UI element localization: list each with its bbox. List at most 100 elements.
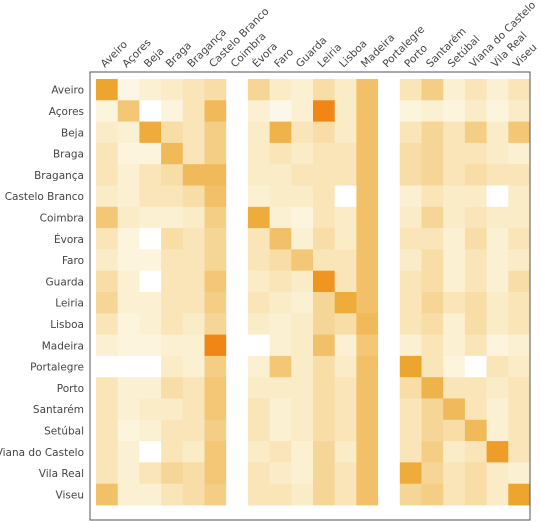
heatmap-cell: [378, 185, 401, 208]
heatmap-cell: [291, 249, 314, 272]
heatmap-cell: [291, 334, 314, 357]
y-tick-label: Açores: [49, 106, 84, 118]
heatmap-cell: [161, 228, 184, 250]
heatmap-cell: [269, 249, 292, 272]
heatmap-cell: [139, 462, 162, 485]
heatmap-cell: [508, 249, 531, 272]
heatmap-cell: [247, 398, 270, 421]
heatmap-cell: [182, 121, 205, 144]
heatmap-cell: [508, 462, 531, 485]
heatmap-cell: [334, 355, 357, 378]
heatmap-cell: [204, 185, 227, 208]
heatmap-cell: [161, 142, 184, 165]
heatmap-cell: [443, 270, 466, 293]
heatmap-cell: [313, 228, 336, 250]
heatmap-cell: [117, 313, 140, 335]
heatmap-cell: [247, 79, 270, 101]
heatmap-cell: [247, 206, 270, 229]
y-tick-label: Bragança: [34, 170, 84, 182]
heatmap-cell: [378, 377, 401, 399]
heatmap-cell: [443, 121, 466, 144]
heatmap-cell: [117, 206, 140, 229]
heatmap-cell: [486, 377, 509, 399]
heatmap-cell: [117, 185, 140, 208]
plot-frame: [89, 71, 531, 521]
heatmap-cell: [226, 377, 249, 399]
heatmap-cell: [356, 79, 379, 101]
heatmap-cell: [139, 377, 162, 399]
heatmap-cell: [464, 185, 487, 208]
heatmap-cell: [204, 292, 227, 314]
heatmap-cell: [313, 377, 336, 399]
heatmap-cell: [161, 206, 184, 229]
heatmap-cell: [334, 185, 357, 208]
heatmap-cell: [443, 185, 466, 208]
heatmap-cell: [117, 121, 140, 144]
heatmap-cell: [313, 142, 336, 165]
heatmap-cell: [443, 100, 466, 122]
heatmap-cell: [291, 355, 314, 378]
heatmap-cell: [139, 419, 162, 442]
heatmap-cell: [117, 483, 140, 506]
heatmap-cell: [378, 292, 401, 314]
heatmap-cell: [421, 228, 444, 250]
y-tick-label: Castelo Branco: [5, 191, 84, 203]
heatmap-cell: [291, 100, 314, 122]
heatmap-cell: [378, 228, 401, 250]
heatmap-cell: [247, 419, 270, 442]
heatmap-cell: [378, 100, 401, 122]
heatmap-cell: [378, 398, 401, 421]
heatmap-cell: [356, 228, 379, 250]
heatmap-cell: [399, 249, 422, 272]
heatmap-cell: [226, 142, 249, 165]
heatmap-cell: [334, 142, 357, 165]
heatmap-cell: [334, 292, 357, 314]
heatmap-cell: [269, 79, 292, 101]
heatmap-cell: [269, 355, 292, 378]
heatmap-cell: [421, 355, 444, 378]
heatmap-cell: [247, 313, 270, 335]
heatmap-cell: [247, 270, 270, 293]
heatmap-cell: [226, 483, 249, 506]
y-tick-label: Santarém: [33, 404, 84, 416]
heatmap-cell: [421, 79, 444, 101]
heatmap-cell: [443, 79, 466, 101]
y-tick-label: Viseu: [56, 489, 84, 501]
heatmap-cell: [96, 142, 119, 165]
heatmap-cell: [161, 270, 184, 293]
heatmap-cell: [226, 185, 249, 208]
heatmap-cell: [378, 270, 401, 293]
heatmap-cell: [139, 185, 162, 208]
heatmap-cell: [356, 206, 379, 229]
heatmap-cell: [291, 79, 314, 101]
heatmap-cell: [96, 121, 119, 144]
heatmap-cell: [226, 462, 249, 485]
heatmap-cell: [226, 100, 249, 122]
heatmap-cell: [204, 313, 227, 335]
heatmap-cell: [161, 334, 184, 357]
heatmap-cell: [117, 334, 140, 357]
heatmap-cell: [269, 377, 292, 399]
heatmap-cell: [313, 270, 336, 293]
y-tick-label: Leiria: [55, 298, 84, 310]
heatmap-cell: [508, 185, 531, 208]
heatmap-cell: [96, 313, 119, 335]
heatmap-cell: [508, 292, 531, 314]
heatmap-cell: [486, 228, 509, 250]
heatmap-cell: [486, 121, 509, 144]
heatmap-cell: [486, 206, 509, 229]
heatmap-cell: [96, 398, 119, 421]
heatmap-cell: [96, 292, 119, 314]
heatmap-cell: [399, 185, 422, 208]
heatmap-cell: [226, 398, 249, 421]
heatmap-cell: [486, 483, 509, 506]
heatmap-cell: [464, 142, 487, 165]
y-tick-label: Aveiro: [51, 85, 84, 97]
heatmap-cell: [291, 270, 314, 293]
heatmap-cell: [443, 398, 466, 421]
heatmap-cell: [96, 249, 119, 272]
heatmap-cell: [443, 377, 466, 399]
heatmap-cell: [356, 121, 379, 144]
heatmap-cell: [486, 185, 509, 208]
heatmap-cell: [139, 142, 162, 165]
